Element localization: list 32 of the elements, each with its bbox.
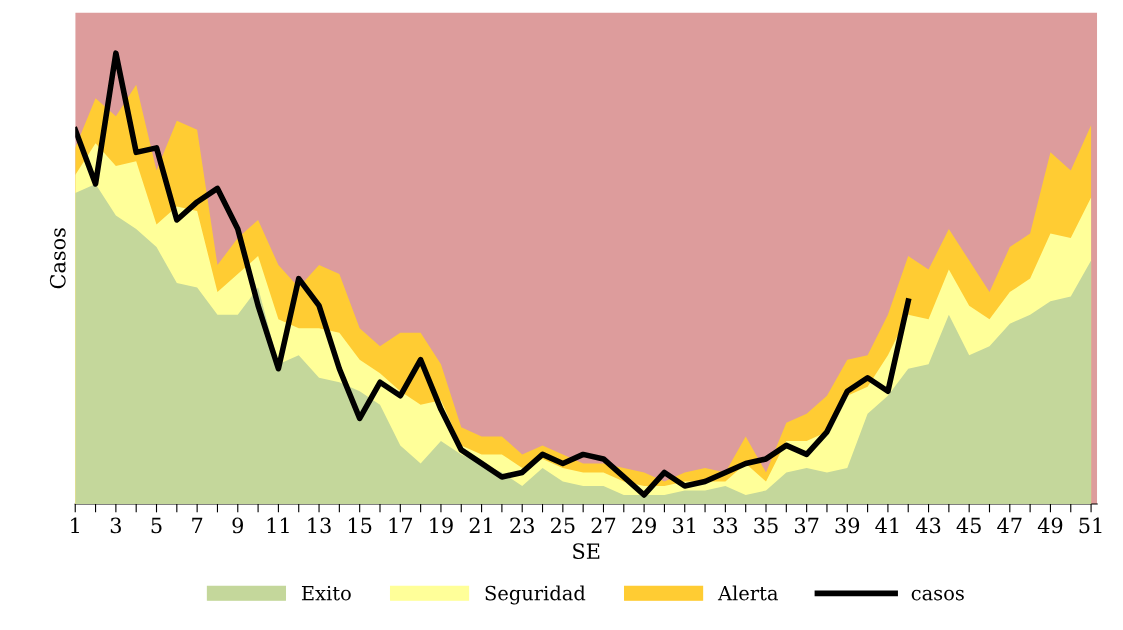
x-tick-label: 3 xyxy=(110,517,121,534)
x-tick-label: 37 xyxy=(794,517,819,534)
x-tick-label: 9 xyxy=(232,517,243,534)
x-tick-label: 11 xyxy=(267,517,289,534)
x-axis-title: SE xyxy=(573,543,600,560)
legend-label: casos xyxy=(911,589,964,601)
x-tick-label: 33 xyxy=(713,517,738,534)
x-tick-label: 19 xyxy=(430,517,453,534)
x-tick-label: 17 xyxy=(389,517,413,534)
x-tick-label: 13 xyxy=(308,517,331,534)
x-tick-label: 39 xyxy=(835,517,860,534)
x-tick-label: 7 xyxy=(192,517,203,534)
x-tick-label: 49 xyxy=(1037,517,1063,534)
x-tick-label: 25 xyxy=(551,517,575,534)
x-tick-label: 23 xyxy=(510,517,534,534)
legend-label: Exito xyxy=(301,585,351,601)
x-tick-label: 21 xyxy=(469,517,492,534)
x-tick-label: 31 xyxy=(673,517,696,534)
legend-label: Alerta xyxy=(717,585,778,601)
x-tick-label: 5 xyxy=(151,517,162,534)
x-tick-label: 47 xyxy=(997,517,1022,534)
x-tick-label: 1 xyxy=(71,517,79,534)
x-tick-label: 15 xyxy=(348,517,372,534)
x-tick-label: 51 xyxy=(1079,517,1102,534)
y-axis-title: Casos xyxy=(49,228,66,289)
x-tick-label: 41 xyxy=(875,517,899,534)
x-tick-label: 27 xyxy=(591,517,616,534)
x-tick-label: 29 xyxy=(632,517,656,534)
x-tick-label: 35 xyxy=(754,517,778,534)
x-tick-label: 43 xyxy=(915,517,941,534)
legend-label: Seguridad xyxy=(485,585,586,605)
x-tick-label: 45 xyxy=(956,517,981,534)
